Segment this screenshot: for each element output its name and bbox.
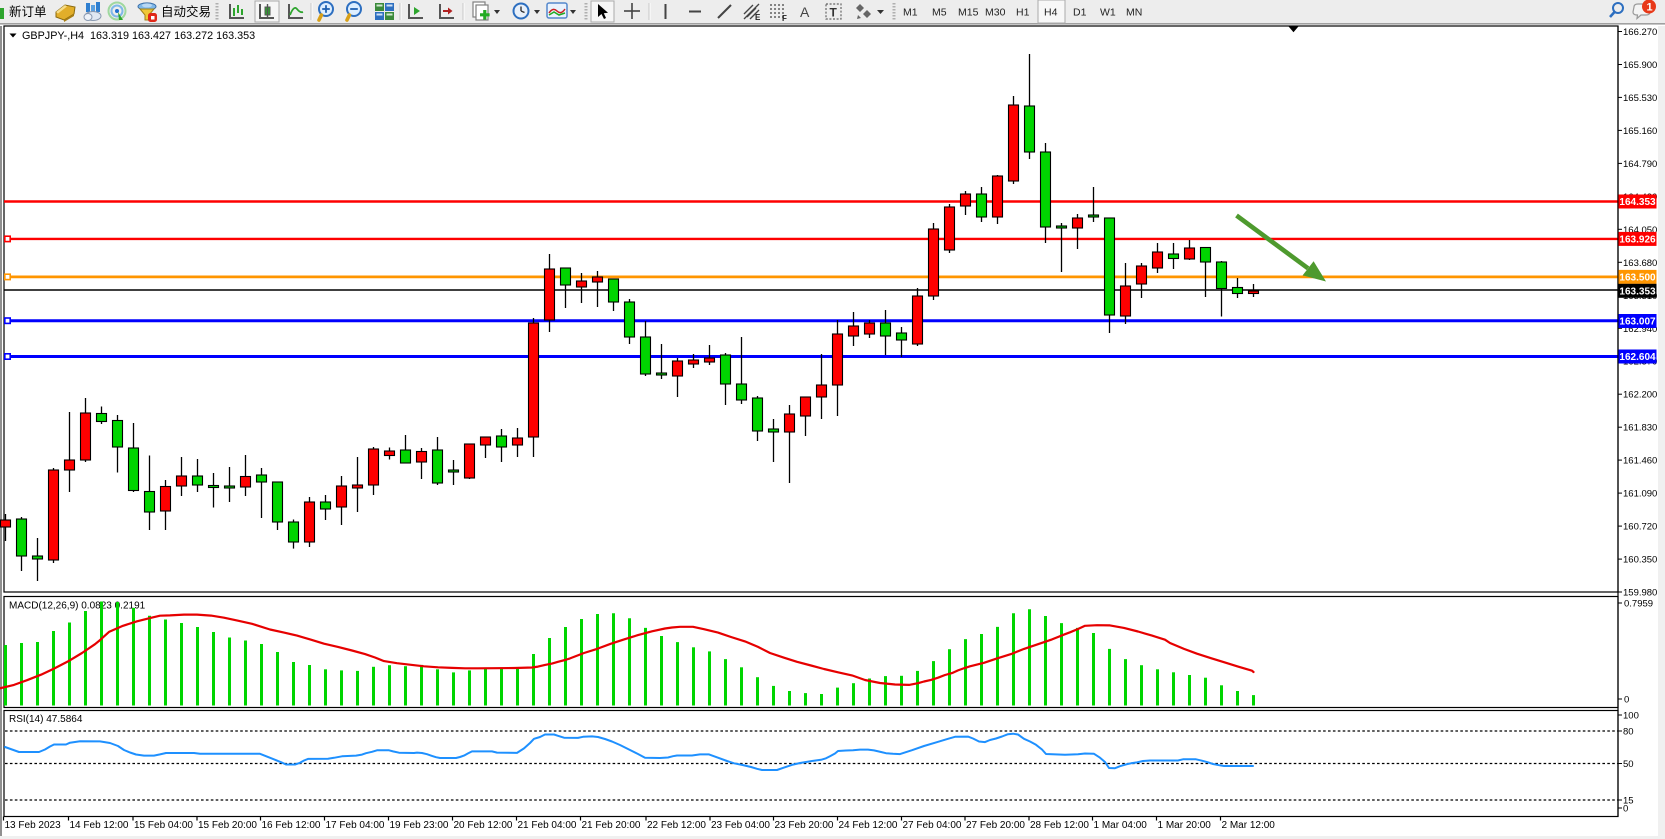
svg-text:165.530: 165.530 xyxy=(1623,93,1657,104)
svg-text:0: 0 xyxy=(1624,695,1629,706)
svg-text:19 Feb 23:00: 19 Feb 23:00 xyxy=(390,820,449,831)
svg-text:161.830: 161.830 xyxy=(1623,423,1657,434)
svg-text:2 Mar 12:00: 2 Mar 12:00 xyxy=(1222,820,1276,831)
svg-text:14 Feb 12:00: 14 Feb 12:00 xyxy=(70,820,129,831)
svg-text:0.7959: 0.7959 xyxy=(1624,599,1653,610)
svg-text:16 Feb 12:00: 16 Feb 12:00 xyxy=(262,820,321,831)
svg-text:160.720: 160.720 xyxy=(1623,522,1657,533)
svg-text:F: F xyxy=(782,14,787,23)
svg-text:50: 50 xyxy=(1623,759,1634,770)
svg-text:80: 80 xyxy=(1623,727,1634,738)
svg-text:162.200: 162.200 xyxy=(1623,390,1657,401)
svg-text:162.940: 162.940 xyxy=(1623,324,1657,335)
svg-text:100: 100 xyxy=(1623,711,1639,722)
svg-text:163.353: 163.353 xyxy=(1619,286,1656,297)
svg-text:GBPJPY-,H4 163.319 163.427 16: GBPJPY-,H4 163.319 163.427 163.272 163.3… xyxy=(22,30,255,42)
svg-text:160.350: 160.350 xyxy=(1623,555,1657,566)
svg-text:17 Feb 04:00: 17 Feb 04:00 xyxy=(326,820,385,831)
svg-text:A: A xyxy=(800,4,810,20)
svg-text:163.680: 163.680 xyxy=(1623,258,1657,269)
svg-text:M5: M5 xyxy=(932,7,947,19)
svg-text:新订单: 新订单 xyxy=(9,4,47,19)
svg-text:1 Mar 20:00: 1 Mar 20:00 xyxy=(1158,820,1212,831)
svg-text:M30: M30 xyxy=(985,7,1006,19)
svg-text:23 Feb 20:00: 23 Feb 20:00 xyxy=(775,820,834,831)
svg-text:163.500: 163.500 xyxy=(1619,273,1656,284)
svg-text:MACD(12,26,9) 0.0823 0.2191: MACD(12,26,9) 0.0823 0.2191 xyxy=(9,601,146,612)
svg-text:21 Feb 20:00: 21 Feb 20:00 xyxy=(582,820,641,831)
svg-text:15 Feb 04:00: 15 Feb 04:00 xyxy=(134,820,193,831)
svg-text:161.090: 161.090 xyxy=(1623,489,1657,500)
svg-text:RSI(14) 47.5864: RSI(14) 47.5864 xyxy=(9,714,83,725)
svg-text:166.270: 166.270 xyxy=(1623,27,1657,38)
svg-text:163.007: 163.007 xyxy=(1619,317,1656,328)
svg-text:22 Feb 12:00: 22 Feb 12:00 xyxy=(647,820,706,831)
svg-text:164.353: 164.353 xyxy=(1619,197,1656,208)
svg-text:T: T xyxy=(830,6,838,20)
svg-text:H4: H4 xyxy=(1044,7,1058,19)
svg-text:自动交易: 自动交易 xyxy=(161,4,211,19)
svg-text:165.900: 165.900 xyxy=(1623,60,1657,71)
svg-text:0: 0 xyxy=(1623,804,1628,815)
svg-text:E: E xyxy=(755,13,761,22)
svg-text:D1: D1 xyxy=(1073,7,1087,19)
svg-text:1 Mar 04:00: 1 Mar 04:00 xyxy=(1094,820,1148,831)
svg-text:MN: MN xyxy=(1126,7,1142,19)
svg-text:20 Feb 12:00: 20 Feb 12:00 xyxy=(454,820,513,831)
svg-text:159.980: 159.980 xyxy=(1623,588,1657,599)
svg-text:164.050: 164.050 xyxy=(1623,225,1657,236)
svg-text:24 Feb 12:00: 24 Feb 12:00 xyxy=(839,820,898,831)
svg-text:H1: H1 xyxy=(1016,7,1030,19)
svg-text:164.790: 164.790 xyxy=(1623,159,1657,170)
svg-text:M15: M15 xyxy=(958,7,979,19)
svg-text:1: 1 xyxy=(1647,2,1653,14)
svg-text:27 Feb 20:00: 27 Feb 20:00 xyxy=(966,820,1025,831)
svg-text:165.160: 165.160 xyxy=(1623,126,1657,137)
svg-text:27 Feb 04:00: 27 Feb 04:00 xyxy=(903,820,962,831)
svg-text:28 Feb 12:00: 28 Feb 12:00 xyxy=(1030,820,1089,831)
svg-text:161.460: 161.460 xyxy=(1623,456,1657,467)
svg-text:15: 15 xyxy=(1623,796,1634,807)
svg-text:15 Feb 20:00: 15 Feb 20:00 xyxy=(198,820,257,831)
svg-text:23 Feb 04:00: 23 Feb 04:00 xyxy=(711,820,770,831)
svg-text:W1: W1 xyxy=(1100,7,1116,19)
svg-text:21 Feb 04:00: 21 Feb 04:00 xyxy=(518,820,577,831)
svg-text:162.604: 162.604 xyxy=(1619,352,1656,363)
svg-text:13 Feb 2023: 13 Feb 2023 xyxy=(5,820,62,831)
svg-text:M1: M1 xyxy=(903,7,918,19)
svg-text:163.926: 163.926 xyxy=(1619,235,1656,246)
